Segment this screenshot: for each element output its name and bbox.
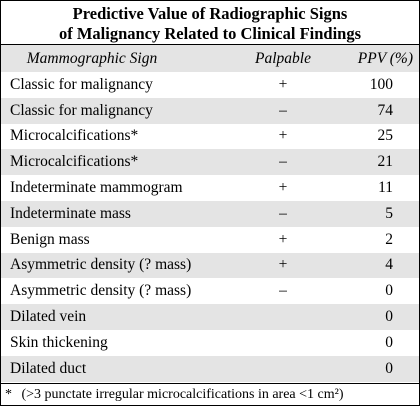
table-row: Microcalcifications* –21 bbox=[1, 149, 419, 176]
table: Mammographic Sign Palpable PPV (%) Class… bbox=[1, 45, 419, 382]
table-cell: Microcalcifications* bbox=[10, 127, 139, 145]
table-cell: 5 bbox=[323, 200, 419, 227]
table-cell: + bbox=[278, 179, 288, 197]
table-cell bbox=[243, 304, 323, 330]
table-row: Classic for malignancy +100 bbox=[1, 72, 419, 98]
table-cell: 25 bbox=[377, 127, 394, 145]
table-cell: Microcalcifications* bbox=[1, 149, 243, 176]
table-cell: Asymmetric density (? mass) bbox=[10, 282, 192, 300]
table-row: Indeterminate mass –5 bbox=[1, 200, 419, 227]
table-cell bbox=[243, 330, 323, 356]
table-row: Microcalcifications* +25 bbox=[1, 124, 419, 150]
table-cell: Dilated duct bbox=[1, 355, 243, 382]
table-row: Asymmetric density (? mass) +4 bbox=[1, 252, 419, 279]
table-cell: – bbox=[243, 97, 323, 124]
table-cell: Classic for malignancy bbox=[10, 75, 153, 93]
table-row: Asymmetric density (? mass) – 0 bbox=[1, 278, 419, 304]
table-cell: – bbox=[243, 149, 323, 176]
title-line: of Malignancy Related to Clinical Findin… bbox=[58, 24, 362, 43]
footnote-mark: * bbox=[5, 387, 12, 402]
table-cell: 0 bbox=[323, 355, 419, 382]
table-row: Classic for malignancy –74 bbox=[1, 97, 419, 124]
table-cell: 11 bbox=[378, 179, 393, 197]
table-cell: Asymmetric density (? mass) bbox=[1, 252, 243, 279]
table-cell: 21 bbox=[323, 149, 419, 176]
table-cell: Dilated vein bbox=[1, 304, 243, 330]
title-line: Predictive Value of Radiographic Signs bbox=[72, 4, 348, 23]
header-cell: Palpable bbox=[243, 45, 323, 72]
table-cell: – bbox=[279, 282, 287, 300]
table-cell: 2 bbox=[385, 230, 393, 248]
table-row: Benign mass +2 bbox=[1, 227, 419, 253]
header-row: Mammographic Sign Palpable PPV (%) bbox=[1, 45, 419, 72]
header-cell: PPV (%) bbox=[323, 45, 419, 72]
table-cell: Classic for malignancy bbox=[1, 97, 243, 124]
table-cell: 0 bbox=[385, 282, 393, 300]
table-cell: 0 bbox=[323, 304, 419, 330]
title: Predictive Value of Radiographic Signs o… bbox=[1, 1, 419, 45]
table-row: Dilated vein 0 bbox=[1, 304, 419, 330]
footnote-text: (>3 punctate irregular microcalcificatio… bbox=[21, 387, 344, 402]
table-cell: 0 bbox=[385, 333, 393, 351]
table-body: Classic for malignancy +100 Classic for ma… bbox=[1, 72, 419, 382]
table-row: Skin thickening 0 bbox=[1, 330, 419, 356]
table-cell: Benign mass bbox=[10, 230, 90, 248]
table-cell: – bbox=[243, 200, 323, 227]
table-cell: Indeterminate mammogram bbox=[10, 179, 183, 197]
table-cell bbox=[243, 355, 323, 382]
footnote: * (>3 punctate irregular microcalcificat… bbox=[1, 383, 419, 405]
header-cell: Mammographic Sign bbox=[1, 45, 243, 72]
table-cell: + bbox=[278, 230, 288, 248]
table-row: Dilated duct 0 bbox=[1, 355, 419, 382]
table-cell: 100 bbox=[369, 75, 393, 93]
table-cell: Indeterminate mass bbox=[1, 200, 243, 227]
table-cell: + bbox=[243, 252, 323, 279]
table-cell: Skin thickening bbox=[10, 333, 108, 351]
table-row: Indeterminate mammogram +11 bbox=[1, 175, 419, 201]
table-cell: 4 bbox=[323, 252, 419, 279]
table-cell: 74 bbox=[323, 97, 419, 124]
table-cell: + bbox=[278, 127, 288, 145]
table-cell: + bbox=[278, 75, 288, 93]
